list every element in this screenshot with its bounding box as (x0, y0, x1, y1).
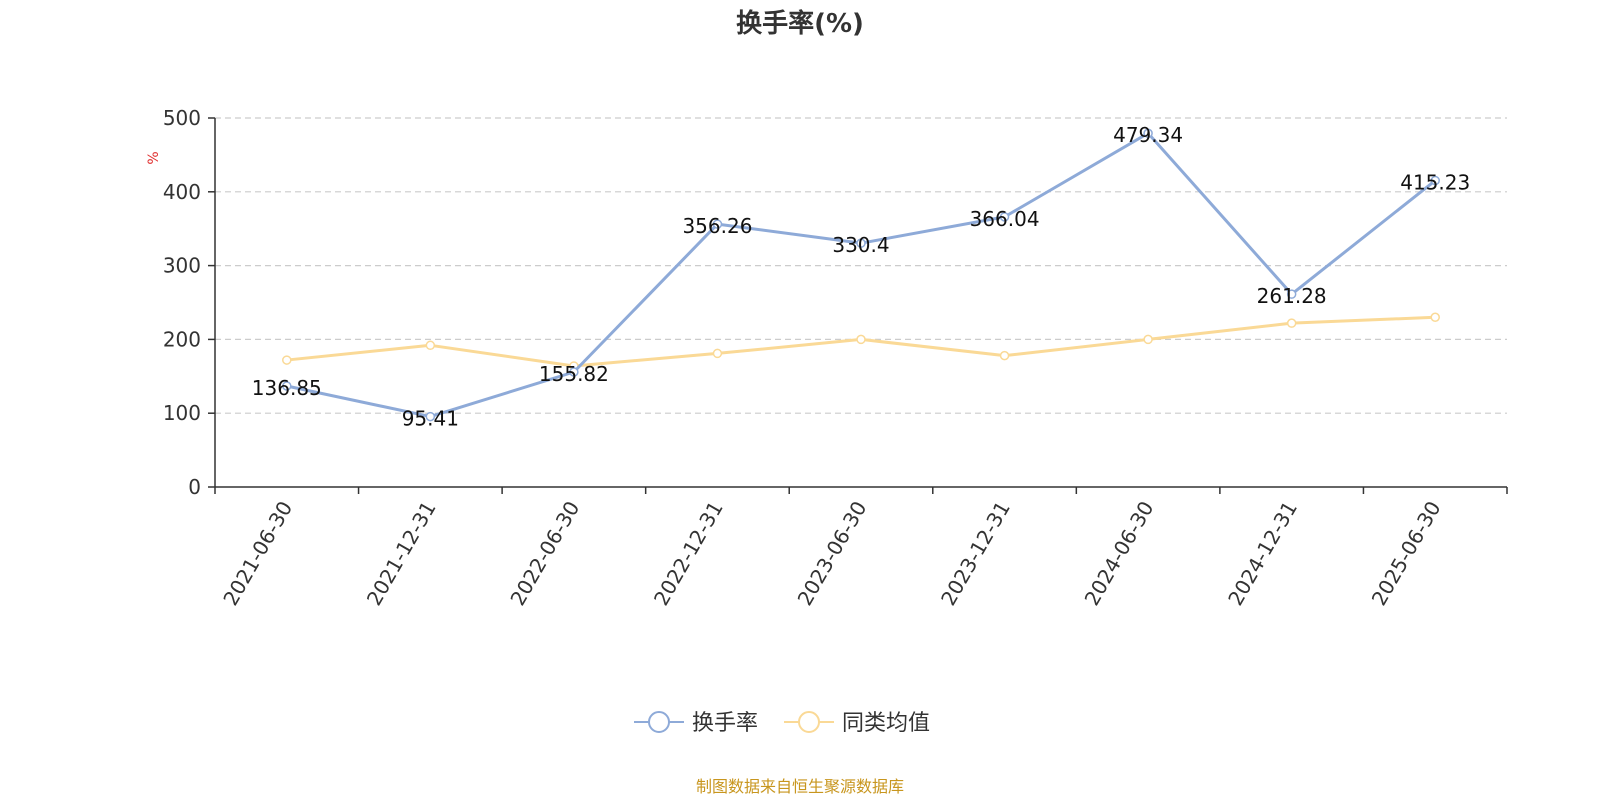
data-label: 479.34 (1113, 123, 1183, 147)
data-point (282, 355, 292, 365)
data-point (856, 238, 866, 248)
y-tick-label: 0 (188, 475, 201, 499)
legend-marker (648, 711, 670, 733)
data-point (282, 381, 292, 391)
y-axis-unit-label: % (146, 151, 162, 164)
data-point (712, 219, 723, 229)
data-point (1286, 289, 1297, 299)
data-label: 155.82 (539, 362, 609, 386)
y-tick-label: 300 (163, 254, 201, 278)
legend-marker (798, 711, 820, 733)
data-point (569, 367, 579, 377)
data-point (1286, 318, 1297, 328)
x-tick-label: 2022-06-30 (505, 497, 584, 610)
axes: 0 100 200 300 400 500 2021-06-30 2021-12-31 2022… (163, 106, 1508, 610)
x-tick-label: 2023-12-31 (936, 497, 1015, 610)
legend[interactable]: 换手率 同类均值 (634, 711, 930, 736)
data-point (999, 212, 1010, 222)
y-tick-label: 500 (163, 106, 201, 130)
data-point (1143, 334, 1153, 345)
x-tick-label: 2025-06-30 (1367, 497, 1446, 610)
series-turnover (282, 128, 1440, 422)
y-tick-label: 100 (163, 401, 201, 425)
legend-label: 换手率 (692, 711, 758, 736)
data-label: 95.41 (402, 407, 459, 431)
x-tick-label: 2021-06-30 (218, 497, 297, 610)
data-point (712, 348, 723, 359)
gridlines (215, 117, 1507, 414)
source-note: 制图数据来自恒生聚源数据库 (696, 777, 904, 796)
legend-label: 同类均值 (842, 711, 930, 736)
chart-title: 换手率(%) (736, 8, 864, 39)
y-tick-label: 400 (163, 180, 201, 204)
data-label: 356.26 (682, 214, 752, 238)
series-peer-average (282, 312, 1440, 371)
x-tick-label: 2021-12-31 (362, 497, 441, 610)
data-point (425, 340, 436, 351)
legend-item-turnover[interactable]: 换手率 (634, 711, 758, 736)
x-tick-label: 2024-06-30 (1080, 497, 1159, 610)
legend-item-peer-average[interactable]: 同类均值 (784, 711, 930, 736)
x-tick-label: 2022-12-31 (649, 497, 728, 610)
y-tick-label: 200 (163, 327, 201, 351)
data-point (1430, 175, 1440, 186)
data-point (856, 334, 866, 345)
data-label: 330.4 (832, 233, 889, 257)
data-label: 136.85 (252, 376, 322, 400)
x-tick-label: 2023-06-30 (792, 497, 871, 610)
data-point (999, 350, 1010, 361)
series-line (286, 131, 1437, 419)
x-tick-label: 2024-12-31 (1223, 497, 1302, 610)
series-lines (282, 128, 1440, 422)
data-labels: 136.85 95.41 155.82 356.26 330.4 366.04 479.34… (252, 123, 1470, 430)
data-label: 415.23 (1400, 171, 1470, 195)
data-point (1430, 312, 1440, 323)
data-point (425, 411, 436, 422)
data-label: 261.28 (1257, 284, 1327, 308)
data-label: 366.04 (970, 207, 1040, 231)
data-point (1143, 128, 1153, 138)
